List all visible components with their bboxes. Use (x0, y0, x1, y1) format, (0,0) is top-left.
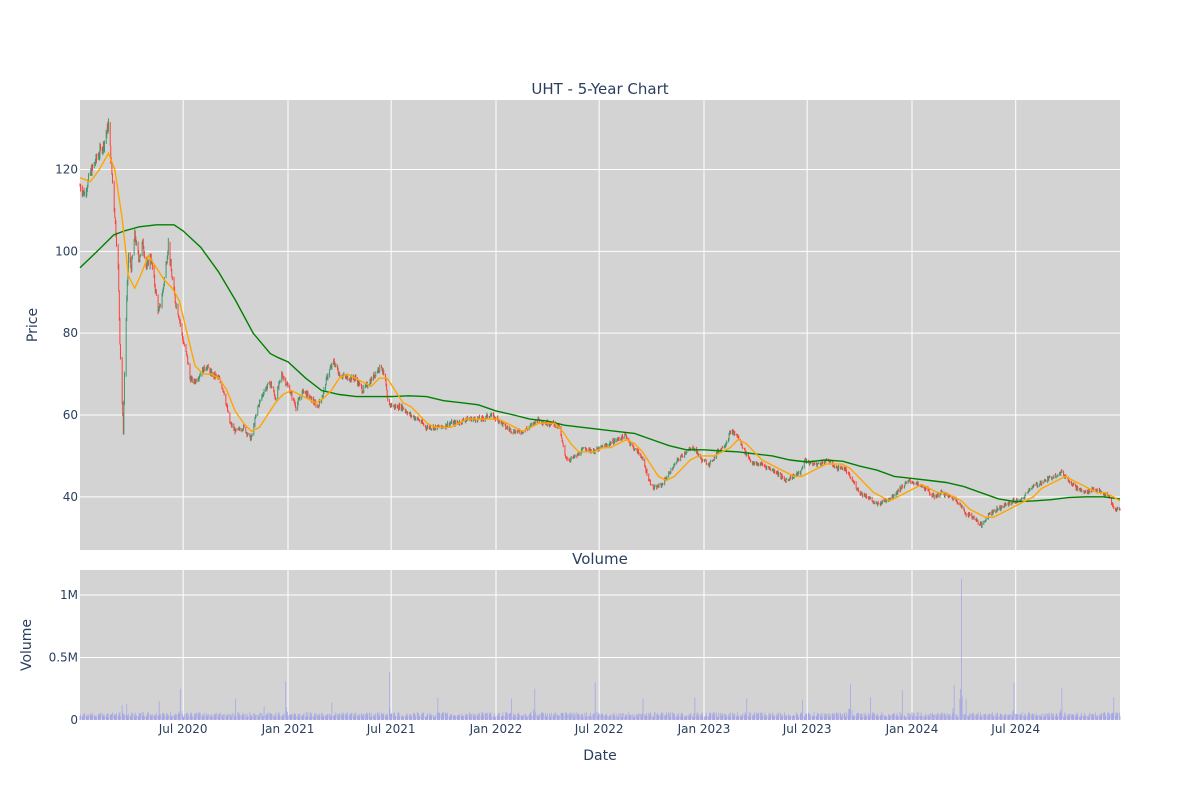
x-tick-label: Jan 2024 (885, 722, 939, 736)
x-tick-label: Jul 2021 (366, 722, 416, 736)
price-y-tick-label: 60 (63, 408, 78, 422)
price-y-tick-label: 80 (63, 326, 78, 340)
price-y-tick-label: 100 (55, 244, 78, 258)
volume-y-axis-label: Volume (19, 619, 35, 671)
price-y-tick-label: 120 (55, 163, 78, 177)
volume-y-ticks: 0 0.5M 1M (49, 588, 78, 727)
volume-plot-area (80, 570, 1120, 720)
price-y-axis-label: Price (25, 308, 41, 342)
x-tick-label: Jul 2022 (574, 722, 624, 736)
price-y-tick-label: 40 (63, 490, 78, 504)
volume-chart-title: Volume (572, 550, 628, 568)
x-tick-label: Jul 2024 (990, 722, 1040, 736)
long-moving-average-line (79, 224, 1121, 503)
price-y-ticks: 40 60 80 100 120 (55, 163, 78, 504)
volume-y-tick-label: 0.5M (49, 651, 78, 665)
date-x-ticks: Jul 2020 Jan 2021 Jul 2021 Jan 2022 Jul 2022… (158, 722, 1040, 736)
x-tick-label: Jul 2023 (782, 722, 832, 736)
volume-grid (80, 570, 1120, 721)
x-tick-label: Jan 2021 (261, 722, 315, 736)
x-tick-label: Jul 2020 (158, 722, 208, 736)
price-plot-area (80, 100, 1120, 550)
short-moving-average-line (79, 151, 1121, 518)
x-tick-label: Jan 2023 (677, 722, 731, 736)
x-tick-label: Jan 2022 (469, 722, 523, 736)
x-axis-label: Date (583, 748, 616, 764)
volume-y-tick-label: 0 (70, 713, 78, 727)
volume-bar-series (79, 578, 1121, 720)
volume-y-tick-label: 1M (60, 588, 78, 602)
price-chart-title: UHT - 5-Year Chart (531, 80, 668, 98)
